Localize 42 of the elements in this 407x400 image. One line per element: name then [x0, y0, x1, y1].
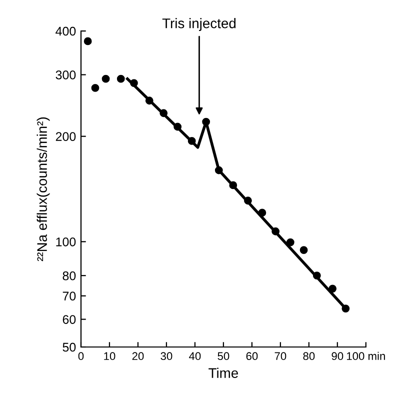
point: [145, 96, 154, 105]
point: [244, 196, 252, 205]
point: [258, 208, 266, 217]
point: [342, 304, 350, 312]
x-tick-label: 20: [132, 352, 144, 360]
point: [328, 284, 337, 293]
x-tick-label: 80: [303, 352, 315, 360]
x-tick-label: 30: [160, 352, 172, 360]
point: [214, 166, 223, 174]
point: [91, 84, 100, 92]
x-tick-label: 60: [246, 352, 258, 360]
x-tick-label: 70: [274, 352, 286, 360]
point: [130, 79, 138, 87]
y-tick-label: 400: [56, 26, 76, 36]
point: [272, 227, 280, 236]
y-tick-label: 80: [62, 271, 76, 280]
x-axis-title: Time: [208, 368, 238, 378]
y-tick-label: 60: [62, 315, 76, 324]
point: [312, 272, 321, 280]
y-tick-label: 100: [56, 237, 76, 246]
x-tick-label: 40: [189, 352, 201, 360]
point: [286, 238, 294, 246]
y-axis-title: ²²Na efflux(counts/min²): [36, 117, 50, 262]
y-tick-label: 70: [62, 292, 76, 301]
x-tick-label: 100 min: [346, 352, 385, 360]
point: [84, 37, 92, 46]
x-tick-label: 50: [218, 352, 230, 360]
x-tick-label: 10: [104, 352, 116, 360]
point: [116, 74, 125, 83]
y-tick-label: 300: [56, 70, 76, 80]
point: [300, 246, 308, 254]
annotation: Tris injected: [162, 18, 236, 31]
x-tick-label: 90: [332, 352, 344, 360]
point: [188, 137, 196, 145]
point: [160, 109, 168, 118]
y-tick-label: 200: [56, 132, 76, 141]
point: [174, 122, 182, 131]
point: [202, 118, 210, 126]
x-tick-label: 0: [78, 352, 84, 360]
point: [102, 74, 110, 83]
point: [229, 181, 238, 190]
y-tick-label: 50: [62, 342, 76, 352]
